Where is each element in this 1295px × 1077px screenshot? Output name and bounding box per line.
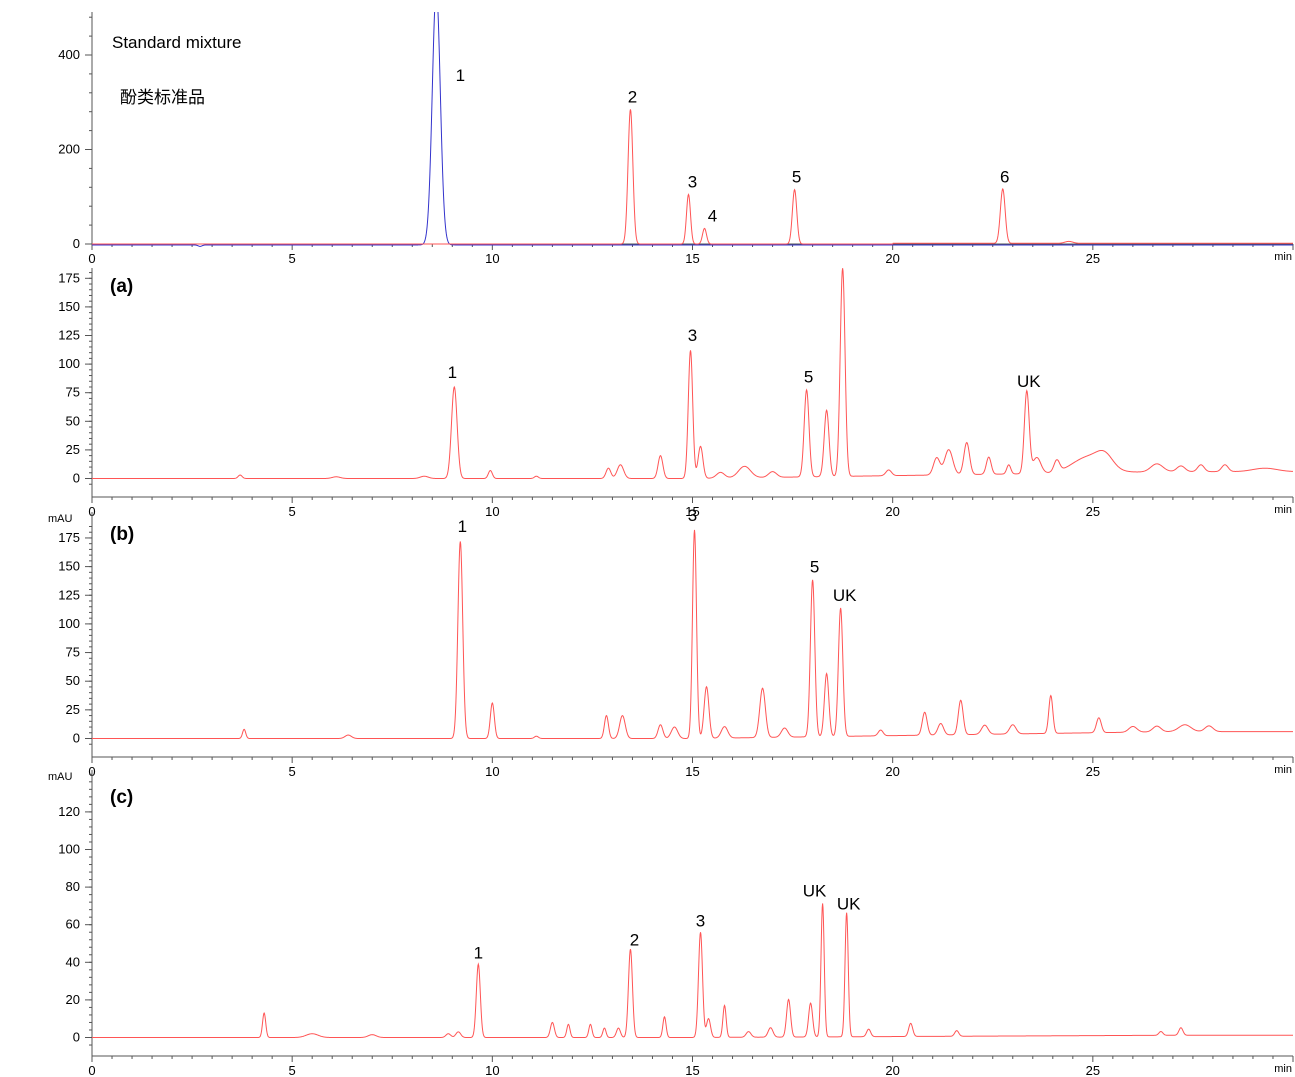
panel-c: 0 20 40 60 80 100 120 mAU 0 5 10 15 20 25 min (c) 1 2 3 UK U…	[48, 770, 1294, 1077]
peak-label: UK	[837, 895, 861, 914]
x-tick-label: 5	[289, 251, 296, 266]
y-tick-label: 0	[73, 1030, 80, 1045]
y-tick-label: 400	[58, 47, 80, 62]
panel-a: 0 25 50 75 100 125 150 175 0 5 10 15 20 25 min (a) 1 3 5 UK	[58, 268, 1294, 519]
x-unit-label: min	[1274, 504, 1292, 516]
y-tick-label: 75	[66, 385, 80, 400]
peak-label: 5	[792, 168, 801, 187]
x-tick-label: 25	[1086, 764, 1100, 779]
x-tick-label: 25	[1086, 504, 1100, 519]
y-tick-label: 50	[66, 673, 80, 688]
y-tick-label: 40	[66, 954, 80, 969]
y-tick-label: 60	[66, 917, 80, 932]
x-tick-label: 0	[88, 1063, 95, 1077]
y-tick-label: 100	[58, 616, 80, 631]
peak-label: 3	[696, 912, 705, 931]
y-tick-label: 125	[58, 328, 80, 343]
x-tick-label: 15	[685, 1063, 699, 1077]
peak-label: 1	[448, 363, 457, 382]
chromatogram-trace	[92, 12, 1293, 247]
x-tick-label: 20	[885, 1063, 899, 1077]
y-tick-label: 175	[58, 270, 80, 285]
y-tick-label: 175	[58, 530, 80, 545]
x-tick-label: 0	[88, 504, 95, 519]
x-tick-label: 5	[289, 1063, 296, 1077]
y-tick-label: 80	[66, 879, 80, 894]
y-tick-label: 100	[58, 842, 80, 857]
y-tick-label: 75	[66, 645, 80, 660]
panel-label: (a)	[110, 276, 133, 297]
panel-b: 0 25 50 75 100 125 150 175 mAU 0 5 10 15 20 25 min (b) 1 3…	[48, 506, 1294, 779]
chromatogram-trace	[92, 903, 1293, 1038]
peak-label: 5	[810, 557, 819, 576]
x-unit-label: min	[1274, 1063, 1292, 1075]
x-tick-label: 10	[485, 251, 499, 266]
peak-label: 3	[688, 326, 697, 345]
x-tick-label: 15	[685, 764, 699, 779]
peak-label: 2	[628, 87, 637, 106]
x-tick-label: 15	[685, 251, 699, 266]
y-tick-label: 200	[58, 142, 80, 157]
peak-label: UK	[1017, 372, 1041, 391]
panel-label: (b)	[110, 524, 134, 545]
x-tick-label: 25	[1086, 1063, 1100, 1077]
peak-label: 4	[708, 206, 717, 225]
y-tick-label: 50	[66, 413, 80, 428]
chromatogram-trace	[92, 109, 1293, 245]
y-tick-label: 125	[58, 587, 80, 602]
y-tick-label: 0	[73, 471, 80, 486]
y-tick-label: 0	[73, 236, 80, 251]
x-tick-label: 15	[685, 504, 699, 519]
x-tick-label: 20	[885, 504, 899, 519]
peak-label: 1	[456, 66, 465, 85]
peak-label: 6	[1000, 168, 1009, 187]
y-unit-label: mAU	[48, 771, 73, 783]
peak-label: UK	[833, 586, 857, 605]
chromatogram-trace	[92, 268, 1293, 479]
sample-title: Standard mixture	[112, 33, 241, 52]
chromatogram-trace	[92, 529, 1293, 739]
sample-subtitle: 酚类标准品	[120, 88, 205, 107]
panel-label: (c)	[110, 787, 133, 808]
x-unit-label: min	[1274, 251, 1292, 263]
x-unit-label: min	[1274, 764, 1292, 776]
y-tick-label: 150	[58, 299, 80, 314]
y-tick-label: 120	[58, 804, 80, 819]
x-tick-label: 10	[485, 504, 499, 519]
x-tick-label: 20	[885, 251, 899, 266]
peak-label: 1	[458, 517, 467, 536]
y-tick-label: 20	[66, 992, 80, 1007]
peak-label: 1	[474, 944, 483, 963]
y-tick-label: 25	[66, 442, 80, 457]
y-tick-label: 0	[73, 731, 80, 746]
peak-label: 2	[630, 930, 639, 949]
y-tick-label: 150	[58, 559, 80, 574]
x-tick-label: 20	[885, 764, 899, 779]
x-tick-label: 25	[1086, 251, 1100, 266]
y-unit-label: mAU	[48, 513, 73, 525]
x-tick-label: 5	[289, 764, 296, 779]
x-tick-label: 10	[485, 1063, 499, 1077]
x-tick-label: 0	[88, 251, 95, 266]
y-tick-label: 100	[58, 356, 80, 371]
peak-label: 5	[804, 367, 813, 386]
y-tick-label: 25	[66, 702, 80, 717]
peak-label: 3	[688, 172, 697, 191]
x-tick-label: 10	[485, 764, 499, 779]
peak-label: UK	[803, 882, 827, 901]
peak-label: 3	[688, 506, 697, 525]
x-tick-label: 5	[289, 504, 296, 519]
